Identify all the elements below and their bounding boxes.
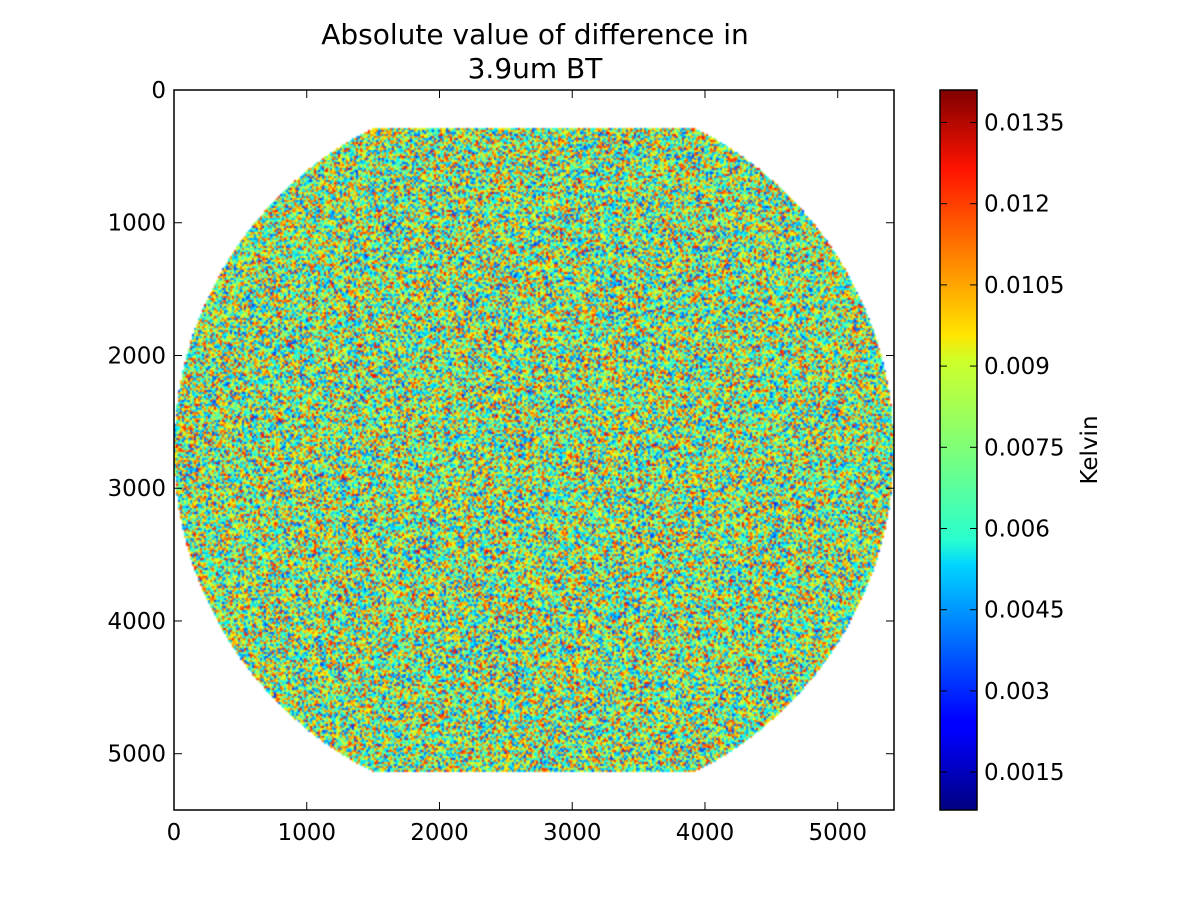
colorbar-tick-label: 0.0015 bbox=[984, 760, 1064, 786]
colorbar bbox=[939, 89, 978, 811]
colorbar-tick-label: 0.0105 bbox=[984, 273, 1064, 299]
y-tick-label: 3000 bbox=[107, 476, 166, 502]
colorbar-ticks: 0.0015 0.003 0.0045 0.006 0.0075 0.009 0.0105 0… bbox=[940, 110, 1064, 786]
colorbar-tick-label: 0.0075 bbox=[984, 435, 1064, 461]
colorbar-label: Kelvin bbox=[1077, 415, 1103, 484]
x-tick-label: 2000 bbox=[410, 820, 469, 846]
y-tick-label: 5000 bbox=[107, 742, 166, 768]
y-axis: 0 1000 2000 3000 4000 5000 bbox=[107, 78, 894, 768]
x-axis: 0 1000 2000 3000 4000 5000 bbox=[167, 90, 867, 846]
colorbar-tick-label: 0.009 bbox=[984, 354, 1050, 380]
colorbar-tick-label: 0.0045 bbox=[984, 598, 1064, 624]
y-tick-label: 2000 bbox=[107, 343, 166, 369]
x-tick-label: 1000 bbox=[277, 820, 336, 846]
colorbar-tick-label: 0.006 bbox=[984, 516, 1050, 542]
x-tick-label: 5000 bbox=[808, 820, 867, 846]
full-disk-heatmap bbox=[174, 90, 894, 810]
chart-title-line-2: 3.9um BT bbox=[468, 52, 604, 85]
chart-title-line-1: Absolute value of difference in bbox=[321, 18, 749, 51]
y-tick-label: 0 bbox=[151, 78, 166, 104]
plot-area bbox=[174, 90, 894, 810]
colorbar-tick-label: 0.003 bbox=[984, 679, 1050, 705]
colorbar-tick-label: 0.012 bbox=[984, 192, 1050, 218]
x-tick-label: 3000 bbox=[543, 820, 602, 846]
colorbar-tick-label: 0.0135 bbox=[984, 110, 1064, 136]
x-tick-label: 0 bbox=[167, 820, 182, 846]
y-tick-label: 1000 bbox=[107, 211, 166, 237]
y-tick-label: 4000 bbox=[107, 609, 166, 635]
x-tick-label: 4000 bbox=[676, 820, 735, 846]
plot-frame bbox=[173, 89, 895, 811]
